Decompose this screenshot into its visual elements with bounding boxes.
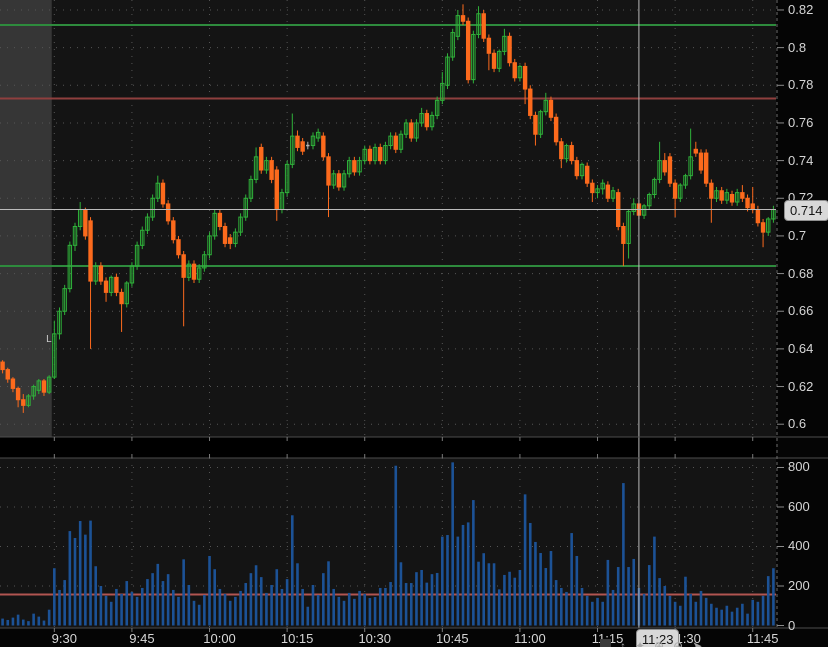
interval-icon[interactable]: ↕ — [620, 639, 626, 647]
time-tick-label: 10:30 — [358, 631, 391, 646]
crosshair-time-badge: 11:23 — [635, 629, 680, 647]
pointer-icon[interactable]: ➤ — [692, 639, 703, 647]
star-icon[interactable]: ✦ — [635, 639, 646, 647]
volume-tick-label: 0 — [788, 617, 796, 633]
volume-tick-label: 800 — [788, 459, 810, 475]
price-tick-label: 0.78 — [788, 77, 814, 93]
zoom-out-icon[interactable]: ⊖ — [673, 639, 684, 647]
price-tick-label: 0.8 — [788, 39, 807, 55]
time-tick-label: 10:45 — [436, 631, 469, 646]
time-axis[interactable]: 9:30 9:45 10:00 10:15 10:30 10:45 11:00 11:15 11… — [0, 628, 828, 647]
time-tick-label: 11:15 — [592, 631, 624, 647]
price-tick-label: 0.64 — [788, 340, 814, 356]
time-tick-label: 10:00 — [203, 631, 236, 646]
time-tick-label: 11:00 — [514, 631, 546, 646]
price-tick-label: 0.66 — [788, 303, 814, 319]
time-tick-label: 9:45 — [129, 631, 155, 646]
volume-tick-label: 200 — [788, 577, 810, 593]
price-tick-label: 0.74 — [788, 152, 814, 168]
volume-tick-label: 400 — [788, 538, 810, 554]
panel-icon[interactable] — [600, 639, 611, 647]
zoom-in-icon[interactable]: ⊕ — [654, 639, 665, 647]
price-tick-label: 0.6 — [788, 416, 807, 432]
price-tick-label: 0.82 — [788, 1, 814, 17]
price-tick-label: 0.7 — [788, 227, 807, 243]
chart-bottom-toolbar: ↕ ✦ ⊕ ⊖ ➤ — [600, 639, 702, 647]
price-tick-label: 0.76 — [788, 114, 814, 130]
chart-marker: L — [46, 334, 52, 346]
time-tick-label: 9:30 — [51, 631, 77, 646]
volume-tick-label: 600 — [788, 498, 810, 514]
price-tick-label: 0.62 — [788, 378, 814, 394]
price-tick-label: 0.68 — [788, 265, 814, 281]
last-price-value: 0.714 — [790, 202, 823, 218]
last-price-badge: 0.714 — [784, 199, 828, 221]
time-tick-label: 11:45 — [746, 631, 779, 646]
crosshair-time-value: 11:23 — [641, 632, 674, 647]
time-tick-label: 10:15 — [280, 631, 314, 646]
price-axis[interactable]: 0.82 0.8 0.78 0.76 0.74 0.72 0.7 0.68 0.66 0.64 0.… — [776, 0, 828, 633]
